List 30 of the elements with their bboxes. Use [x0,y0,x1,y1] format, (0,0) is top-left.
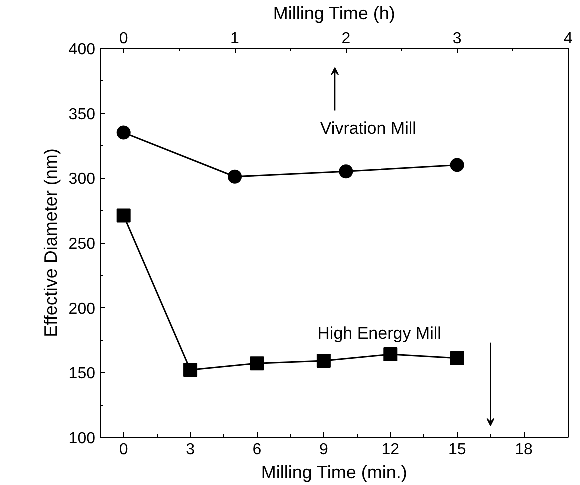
point [316,354,331,368]
x-tick-label: 15 [448,442,466,458]
y-tick-label: 300 [68,171,96,188]
y-tick-label: 250 [68,236,96,253]
x-tick-label: 9 [319,442,328,458]
series-label: Vivration Mill [320,118,416,138]
point [250,356,264,371]
y-tick-label: 100 [68,430,96,448]
x2-tick-label: 4 [564,30,574,48]
x2-axis-title: Milling Time (h) [273,4,396,24]
y-tick-label: 150 [68,366,96,383]
x-tick-label: 18 [515,442,534,458]
x-tick-label: 6 [252,442,262,458]
x-tick-label: 0 [119,442,128,458]
y-axis-title: Effective Diameter (nm) [40,148,61,338]
point [116,208,131,223]
x2-tick-label: 1 [230,30,240,48]
point [450,351,464,366]
y-tick-label: 200 [68,300,96,318]
x-tick-label: 12 [382,442,400,458]
point [384,348,398,362]
series-label: High Energy Mill [318,324,442,343]
y-tick-label: 400 [68,42,96,58]
x-axis-title: Milling Time (min.) [261,462,408,482]
x2-tick-label: 2 [342,30,351,48]
point [184,363,198,378]
y-tick-label: 350 [68,106,96,124]
x2-tick-label: 0 [119,30,128,48]
x-tick-label: 3 [186,442,196,458]
x2-tick-label: 3 [452,30,462,48]
